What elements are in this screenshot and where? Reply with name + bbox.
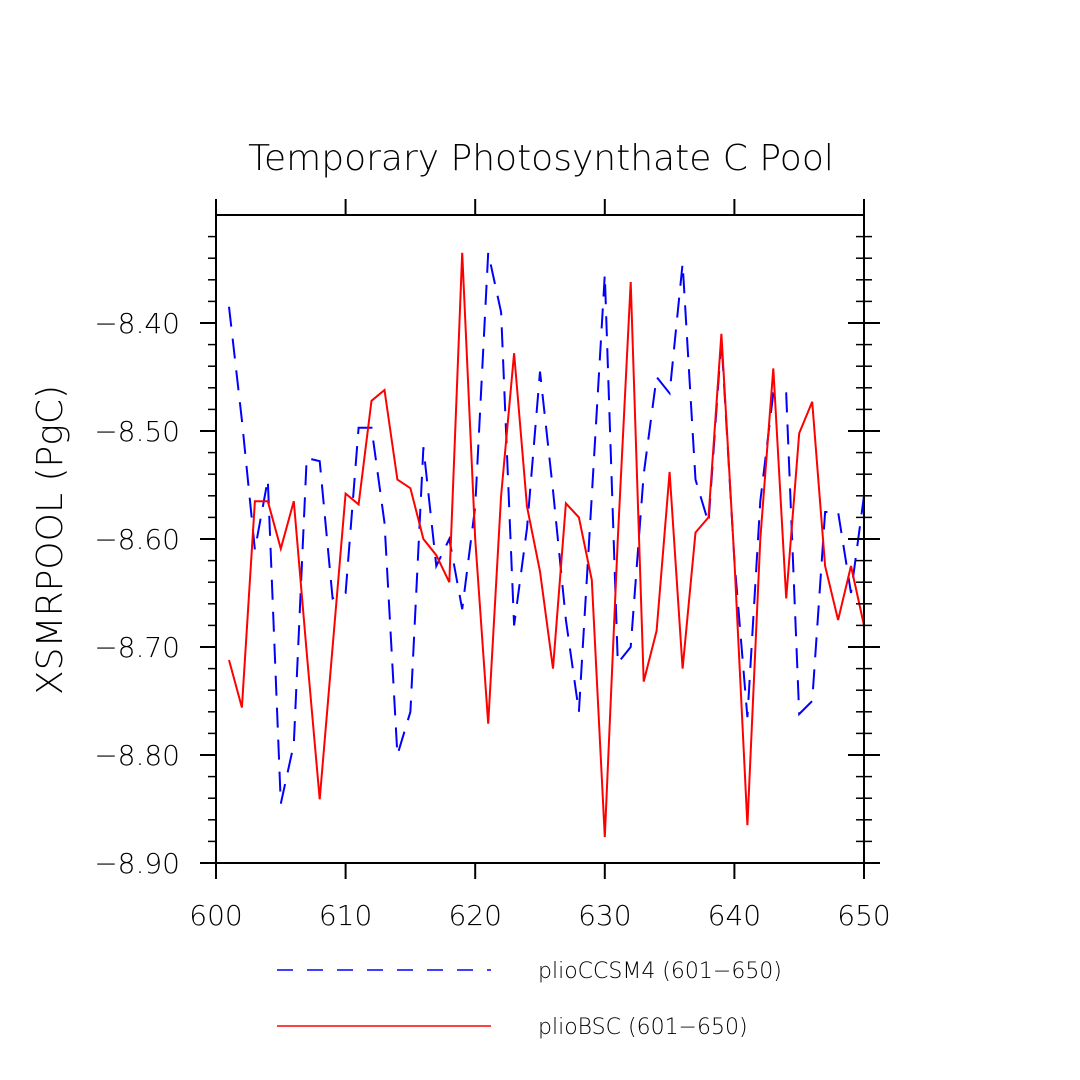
x-tick-label: 630 — [578, 899, 631, 932]
x-tick-label: 610 — [319, 899, 372, 932]
x-tick-label: 620 — [448, 899, 501, 932]
plot-lines — [228, 252, 865, 838]
series-bsc-line — [228, 252, 865, 838]
axis-ticks — [200, 199, 880, 879]
legend-label: plioCCSM4 (601−650) — [538, 959, 782, 984]
series-ccsm4-line — [228, 252, 865, 804]
tick-labels: 600 610 620 630 640 650 −8.90 −8.80 −8.70 −8.60 −8… — [94, 307, 891, 932]
x-tick-label: 650 — [837, 899, 890, 932]
y-tick-label: −8.60 — [94, 523, 180, 556]
legend-label: plioBSC (601−650) — [538, 1015, 748, 1040]
y-axis-label: XSMRPOOL (PgC) — [30, 385, 71, 695]
y-tick-label: −8.40 — [94, 307, 180, 340]
x-tick-label: 600 — [189, 899, 242, 932]
plot-frame — [215, 214, 865, 864]
y-tick-label: −8.70 — [94, 631, 180, 664]
chart-title: Temporary Photosynthate C Pool — [248, 138, 834, 179]
y-tick-label: −8.90 — [94, 847, 180, 880]
legend-entry-ccsm4: plioCCSM4 (601−650) — [277, 959, 782, 984]
x-tick-label: 640 — [708, 899, 761, 932]
legend: plioCCSM4 (601−650) plioBSC (601−650) — [277, 959, 782, 1040]
y-tick-label: −8.50 — [94, 415, 180, 448]
y-tick-label: −8.80 — [94, 739, 180, 772]
legend-entry-bsc: plioBSC (601−650) — [277, 1015, 748, 1040]
